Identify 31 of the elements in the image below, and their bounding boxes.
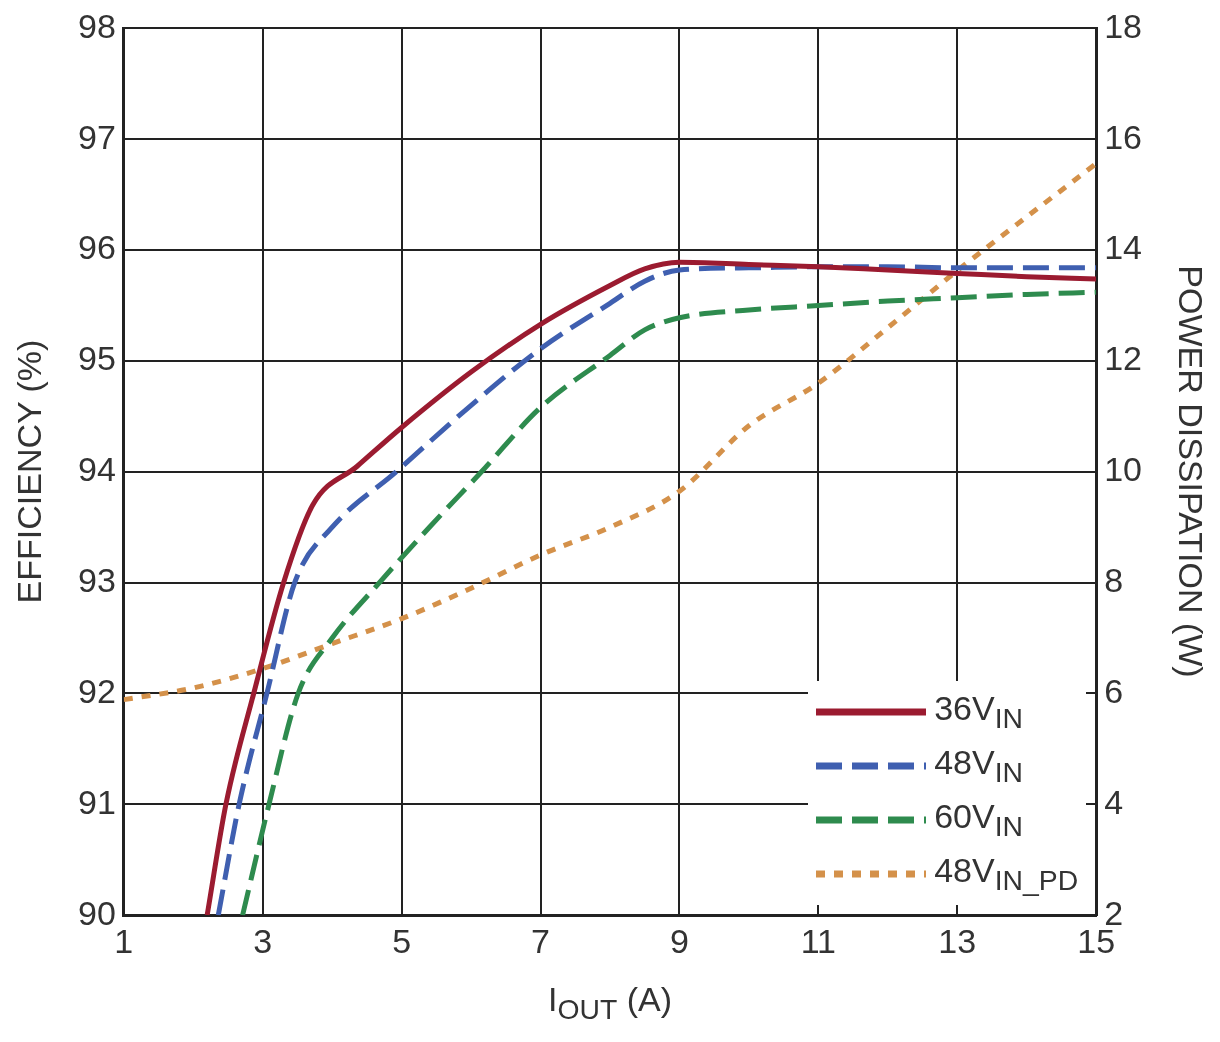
y-tick-label: 92 [77,671,116,710]
y2-tick-label: 4 [1104,782,1124,821]
y2-tick-label: 6 [1104,671,1124,710]
y2-axis-title: POWER DISSIPATION (W) [1170,265,1210,678]
y-tick-label: 97 [77,117,116,156]
y-tick-label: 95 [77,339,116,378]
y-tick-label: 93 [77,561,116,600]
x-tick-label: 11 [800,921,837,960]
x-tick-label: 1 [114,921,134,960]
y2-tick-label: 12 [1104,339,1143,378]
legend-label: 36V$_{IN}$ [934,689,1024,736]
y2-tick-label: 16 [1104,117,1143,156]
legend-label: 48V$_{IN}$ [934,743,1024,790]
y2-tick-label: 10 [1104,450,1143,489]
y-tick-label: 98 [77,6,116,45]
legend-label: 48V$_{IN_PD}$ [934,851,1079,898]
x-tick-label: 3 [253,921,273,960]
x-tick-label: 13 [938,921,977,960]
y-tick-label: 96 [77,228,116,267]
y-tick-label: 91 [77,782,116,821]
x-tick-label: 9 [669,921,689,960]
y-axis-title: EFFICIENCY (%) [10,339,50,604]
y-tick-label: 94 [77,450,116,489]
x-tick-label: 5 [392,921,412,960]
x-axis-title: I$_{OUT}$ (A) [548,980,673,1026]
y2-tick-label: 18 [1104,6,1143,45]
y-tick-label: 90 [77,893,116,932]
y2-tick-label: 14 [1104,228,1143,267]
y2-tick-label: 8 [1104,561,1124,600]
x-tick-label: 7 [531,921,551,960]
legend-label: 60V$_{IN}$ [934,797,1024,844]
